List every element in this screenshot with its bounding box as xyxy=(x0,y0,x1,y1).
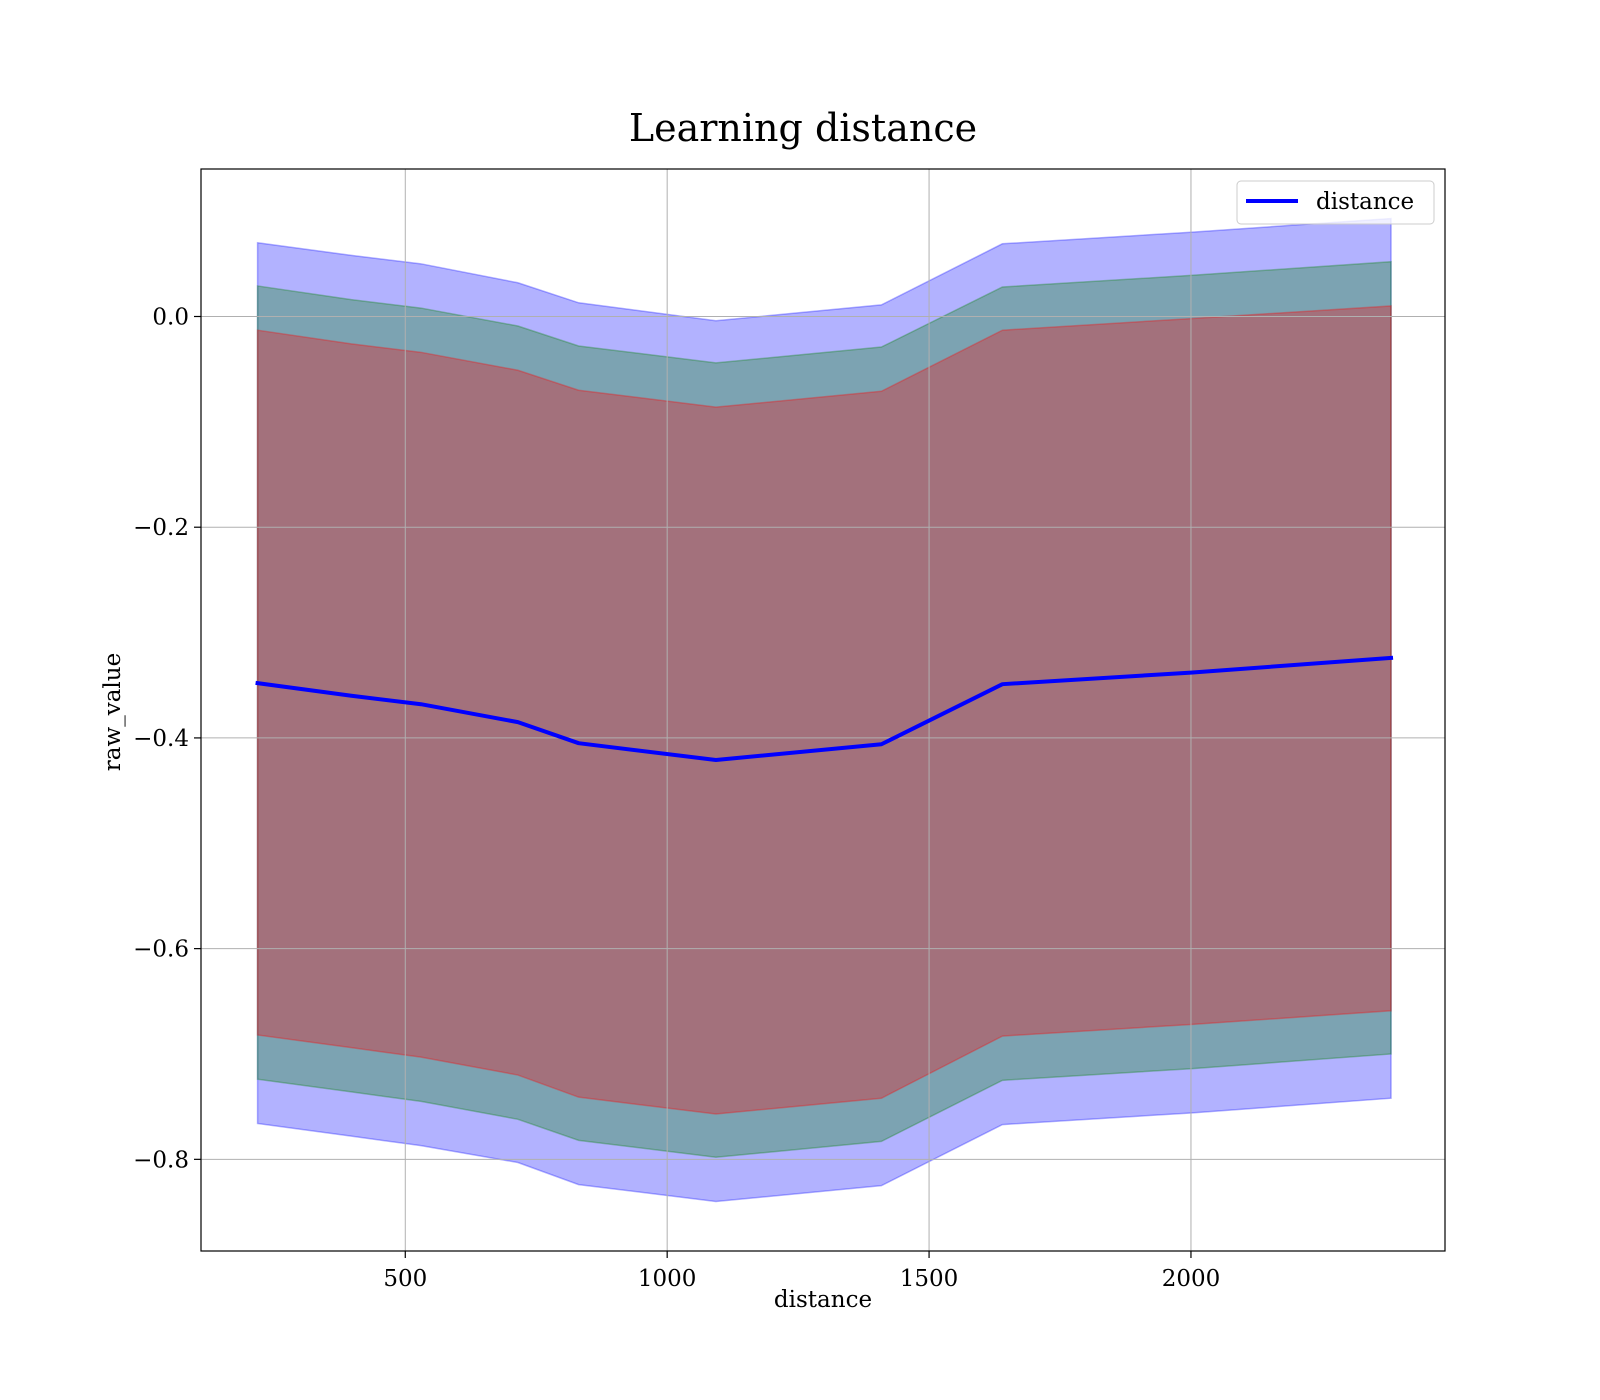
legend: distance xyxy=(1236,180,1435,225)
chart-title: Learning distance xyxy=(629,106,977,150)
series-line-distance xyxy=(255,655,1394,763)
confidence-bands xyxy=(256,217,1392,1203)
legend-label-distance: distance xyxy=(1316,189,1414,215)
x-tick-label: 2000 xyxy=(1162,1266,1221,1292)
y-tick-label: 0.0 xyxy=(152,304,189,330)
y-tick-label: −0.2 xyxy=(133,515,189,541)
y-tick-label: −0.4 xyxy=(133,726,189,752)
x-tick-label: 1000 xyxy=(638,1266,697,1292)
y-axis-label: raw_value xyxy=(100,653,126,771)
plot-background xyxy=(201,169,1445,1251)
y-tick-label: −0.6 xyxy=(133,937,189,963)
x-tick-label: 1500 xyxy=(900,1266,959,1292)
x-axis-ticks: 500 1000 1500 2000 xyxy=(383,1251,1220,1292)
confidence-band-2 xyxy=(256,260,1392,1158)
series-lines xyxy=(255,655,1394,763)
confidence-band-1 xyxy=(256,217,1392,1203)
x-axis-label: distance xyxy=(774,1287,872,1313)
grid-lines xyxy=(201,169,1445,1251)
y-axis-ticks: 0.0 −0.2 −0.4 −0.6 −0.8 xyxy=(133,304,201,1173)
x-tick-label: 500 xyxy=(383,1266,427,1292)
plot-frame xyxy=(200,168,1446,1252)
confidence-band-3 xyxy=(256,305,1392,1115)
y-tick-label: −0.8 xyxy=(133,1147,189,1173)
legend-box xyxy=(1236,180,1435,225)
plot-area xyxy=(200,168,1446,1252)
